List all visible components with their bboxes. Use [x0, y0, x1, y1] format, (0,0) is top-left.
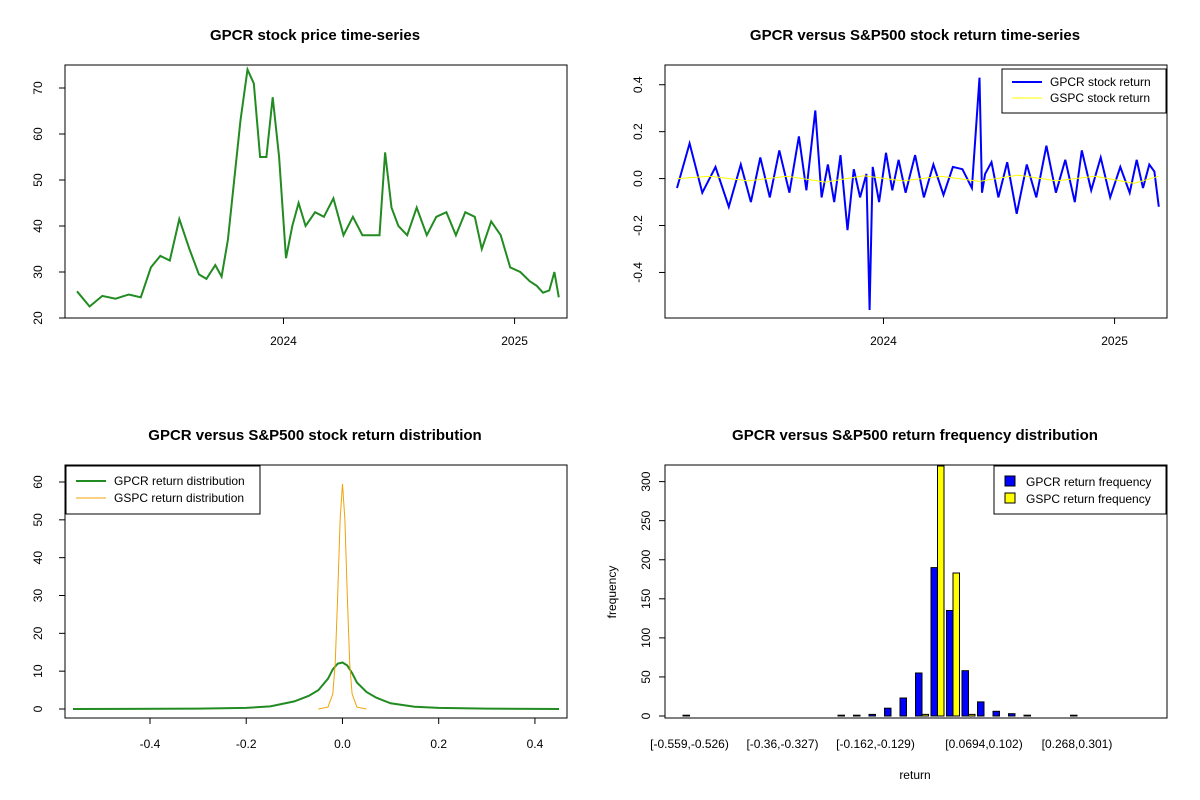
legend-box: [65, 465, 261, 515]
y-tick-label: 250: [639, 510, 653, 530]
y-tick-label: 0.0: [631, 170, 645, 187]
x-tick-label: -0.2: [236, 737, 257, 751]
gspc-bar: [952, 572, 960, 717]
plot-frame: [664, 64, 1168, 319]
chart-title: GPCR stock price time-series: [210, 27, 420, 44]
y-axis-label: frequency: [605, 566, 619, 619]
x-tick-label: -0.4: [140, 737, 161, 751]
gpcr-bar: [992, 710, 1000, 717]
gpcr-bar: [1023, 714, 1031, 717]
legend: GPCR stock return GSPC stock return: [1001, 68, 1167, 114]
legend-label-gpcr: GPCR return frequency: [1026, 475, 1151, 489]
legend-label-gpcr: GPCR stock return: [1050, 75, 1151, 89]
y-tick-label: 20: [31, 311, 45, 325]
panel-density: GPCR versus S&P500 stock return distribu…: [31, 427, 568, 751]
gspc-bar: [968, 713, 976, 717]
legend-box: [1001, 68, 1167, 114]
x-tick-label: 0.4: [527, 737, 544, 751]
gpcr-bar: [1008, 713, 1016, 717]
plot-area: 0 10 20 30 40 50 60 -0.4 -0.2 0.0 0.2 0.4: [31, 475, 560, 751]
x-tick-label: [0.0694,0.102): [945, 737, 1022, 751]
gspc-bar: [937, 465, 945, 717]
y-tick-label: 50: [31, 173, 45, 187]
x-tick-label: [-0.36,-0.327): [746, 737, 818, 751]
y-tick-label: 0.2: [631, 123, 645, 140]
panel-histogram: GPCR versus S&P500 return frequency dist…: [605, 427, 1168, 782]
gspc-return-line: [676, 174, 1159, 184]
legend-box: [993, 465, 1167, 515]
y-tick-label: 300: [639, 471, 653, 491]
y-tick-label: 70: [31, 81, 45, 95]
legend: GPCR return frequency GSPC return freque…: [993, 465, 1167, 515]
legend-label-gspc: GSPC return distribution: [114, 491, 244, 505]
gpcr-return-line: [676, 77, 1160, 311]
y-tick-label: 0: [639, 712, 653, 719]
y-tick-label: 0.4: [631, 76, 645, 93]
gpcr-bar: [1070, 714, 1078, 717]
x-tick-label: [-0.162,-0.129): [836, 737, 915, 751]
gpcr-bar: [915, 672, 923, 717]
y-tick-label: 50: [31, 513, 45, 527]
chart-title: GPCR versus S&P500 stock return distribu…: [148, 427, 481, 444]
y-tick-label: 40: [31, 219, 45, 233]
panel-price: GPCR stock price time-series 20 30 40 50 60 7…: [31, 27, 568, 348]
legend-swatch-gspc: [1004, 492, 1016, 504]
legend-label-gpcr: GPCR return distribution: [114, 474, 245, 488]
legend: GPCR return distribution GSPC return dis…: [65, 465, 261, 515]
x-tick-label: 2024: [270, 334, 297, 348]
gpcr-bar: [682, 714, 690, 717]
x-tick-label: 2025: [1101, 334, 1128, 348]
gpcr-bar: [837, 714, 845, 717]
gpcr-bar: [899, 697, 907, 717]
gpcr-bar: [930, 567, 938, 717]
chart-title: GPCR versus S&P500 stock return time-ser…: [750, 27, 1080, 44]
y-tick-label: 100: [639, 628, 653, 648]
gpcr-bar: [961, 670, 969, 717]
gpcr-bar: [977, 701, 985, 717]
y-tick-label: 200: [639, 549, 653, 569]
gpcr-bar: [853, 714, 861, 717]
y-tick-label: 0: [31, 705, 45, 712]
y-tick-label: 20: [31, 626, 45, 640]
y-tick-label: 10: [31, 664, 45, 678]
legend-label-gspc: GSPC stock return: [1050, 91, 1150, 105]
y-tick-label: 30: [31, 265, 45, 279]
y-tick-label: -0.2: [631, 215, 645, 236]
plot-area: 20 30 40 50 60 70 2024 2025: [31, 66, 560, 348]
legend-label-gspc: GSPC return frequency: [1026, 492, 1151, 506]
gspc-density-line: [318, 483, 367, 710]
y-tick-label: 30: [31, 589, 45, 603]
gpcr-bar: [946, 610, 954, 717]
chart-title: GPCR versus S&P500 return frequency dist…: [732, 427, 1098, 444]
panel-returns: GPCR versus S&P500 stock return time-ser…: [631, 27, 1168, 348]
x-tick-label: 0.2: [430, 737, 447, 751]
x-axis-label: return: [899, 768, 930, 782]
plot-frame: [664, 464, 1168, 719]
plot-frame: [64, 64, 568, 319]
plot-area: -0.4 -0.2 0.0 0.2 0.4 2024 2025: [631, 76, 1160, 348]
y-tick-label: 150: [639, 588, 653, 608]
x-tick-label: 2025: [501, 334, 528, 348]
y-tick-label: 60: [31, 127, 45, 141]
gpcr-bar: [884, 707, 892, 717]
legend-swatch-gpcr: [1004, 475, 1016, 487]
y-tick-label: 40: [31, 551, 45, 565]
x-tick-label: [0.268,0.301): [1042, 737, 1113, 751]
x-tick-label: [-0.559,-0.526): [650, 737, 729, 751]
x-tick-label: 0.0: [334, 737, 351, 751]
gspc-bar: [921, 713, 929, 717]
price-series-line: [76, 66, 560, 308]
y-tick-label: 60: [31, 475, 45, 489]
y-tick-label: 50: [639, 670, 653, 684]
gpcr-density-line: [72, 661, 560, 710]
gpcr-bar: [868, 713, 876, 717]
plot-area: [-0.559,-0.526) [-0.36,-0.327) [-0.162,-0.…: [639, 465, 1113, 751]
x-tick-label: 2024: [870, 334, 897, 348]
plot-frame: [64, 464, 568, 719]
y-tick-label: -0.4: [631, 262, 645, 283]
